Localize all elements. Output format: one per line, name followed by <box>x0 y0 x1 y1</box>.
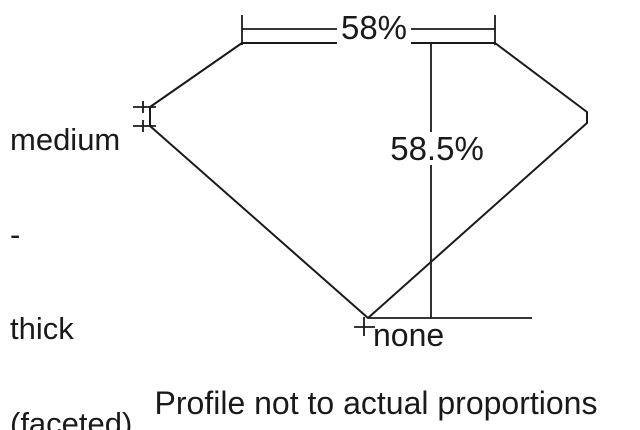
footnote: Profile not to actual proportions <box>154 385 598 421</box>
diamond-outline <box>149 42 588 319</box>
culet-label: none <box>373 317 445 353</box>
girdle-label-line-4: (faceted) <box>10 405 133 430</box>
girdle-label-line-3: thick <box>10 311 74 346</box>
depth-percentage-label: 58.5% <box>386 132 488 165</box>
girdle-label-line-1: medium <box>10 122 121 157</box>
girdle-label-line-2: - <box>10 216 21 252</box>
table-percentage-label: 58% <box>336 11 412 44</box>
girdle-label: medium - thick (faceted) <box>10 61 132 430</box>
